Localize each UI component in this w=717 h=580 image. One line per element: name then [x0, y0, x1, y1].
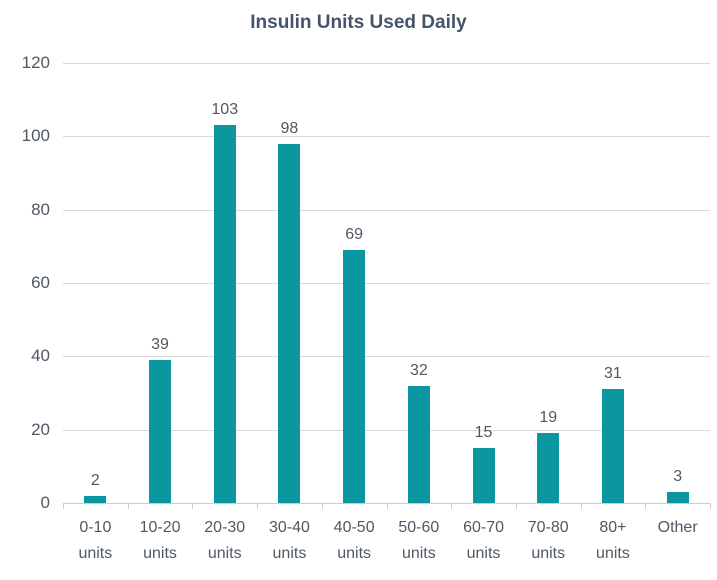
bar — [213, 125, 236, 503]
x-axis-tick — [710, 503, 711, 509]
y-axis-tick-label: 40 — [31, 346, 50, 366]
bar-value-label: 3 — [673, 468, 683, 485]
y-axis-tick-label: 20 — [31, 419, 50, 439]
bar-value-label: 15 — [474, 424, 493, 441]
bar — [278, 143, 301, 503]
x-axis-tick — [63, 503, 64, 509]
y-gridline — [63, 136, 710, 138]
bar — [537, 433, 560, 503]
y-gridline — [63, 356, 710, 358]
bar — [407, 385, 430, 503]
x-axis-tick — [127, 503, 129, 509]
bar-value-label: 2 — [90, 471, 100, 489]
bar — [149, 360, 172, 503]
bar-value-label: 32 — [409, 361, 428, 379]
bar-value-label: 69 — [345, 226, 364, 243]
bar-value-label: 103 — [211, 101, 239, 119]
bar-value-label: 31 — [604, 365, 622, 383]
y-axis-tick-label: 120 — [21, 53, 50, 72]
y-gridline — [63, 429, 710, 431]
x-axis-category-label: 0-10 units — [78, 519, 113, 562]
y-axis-tick-label: 100 — [21, 126, 50, 146]
bar — [84, 495, 107, 503]
x-axis-category-label: Other — [657, 519, 698, 536]
x-axis-category-label: 80+ units — [596, 519, 630, 562]
x-axis-tick — [321, 503, 323, 509]
bar — [666, 492, 689, 503]
bar — [343, 250, 366, 503]
x-axis-tick — [192, 503, 194, 509]
x-axis-tick — [386, 503, 388, 509]
x-axis-category-label: 40-50 units — [333, 519, 375, 562]
x-axis-category-label: 20-30 units — [204, 519, 246, 562]
chart-title: Insulin Units Used Daily — [250, 12, 467, 33]
x-axis-tick — [580, 503, 582, 509]
y-gridline — [63, 209, 710, 211]
bar-value-label: 98 — [280, 119, 299, 137]
bar-value-label: 39 — [151, 336, 169, 353]
y-gridline — [63, 283, 710, 284]
x-axis-category-label: 70-80 units — [527, 519, 569, 562]
x-axis-tick — [645, 503, 647, 509]
y-axis-tick-label: 0 — [40, 493, 50, 512]
x-axis-category-label: 30-40 units — [268, 519, 310, 562]
x-axis-category-label: 60-70 units — [463, 519, 504, 562]
x-axis-tick — [515, 503, 517, 509]
y-gridline — [63, 63, 710, 64]
bar — [601, 389, 624, 503]
x-axis-category-label: 10-20 units — [139, 519, 181, 562]
bar-value-label: 19 — [539, 409, 558, 427]
x-axis-tick — [451, 503, 453, 509]
x-axis-category-label: 50-60 units — [398, 519, 440, 562]
bar — [472, 448, 495, 503]
y-axis-tick-label: 80 — [31, 199, 50, 219]
y-axis-tick-label: 60 — [31, 273, 50, 292]
x-axis-tick — [257, 503, 259, 509]
